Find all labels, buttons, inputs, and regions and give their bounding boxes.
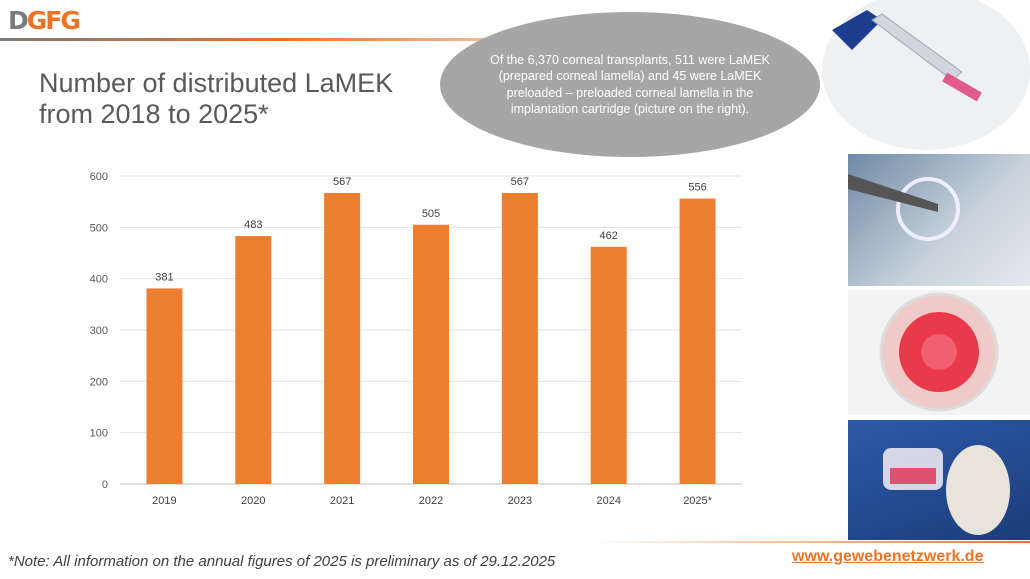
x-tick-label: 2023 (508, 495, 532, 507)
x-tick-label: 2024 (596, 495, 620, 507)
bar (590, 246, 627, 484)
data-label: 567 (333, 176, 351, 188)
photo-cartridge-hand (848, 420, 1030, 540)
photo-cartridge-top (848, 290, 1030, 415)
photo-lamella-forceps (848, 154, 1030, 286)
bar (679, 198, 716, 484)
data-label: 483 (244, 219, 262, 231)
footer-divider (590, 541, 1030, 543)
website-link[interactable]: www.gewebenetzwerk.de (792, 548, 984, 565)
data-label: 462 (600, 230, 618, 242)
callout-ellipse: Of the 6,370 corneal transplants, 511 we… (440, 12, 820, 157)
data-label: 556 (688, 182, 706, 194)
photo-cartridge-forceps (822, 0, 1030, 150)
footer-note: *Note: All information on the annual fig… (8, 553, 556, 570)
y-tick-label: 500 (90, 222, 108, 234)
y-tick-label: 100 (90, 428, 108, 440)
header-divider (0, 38, 520, 41)
y-tick-label: 600 (90, 171, 108, 183)
y-tick-label: 400 (90, 274, 108, 286)
bar (146, 288, 183, 484)
y-tick-label: 0 (102, 479, 108, 491)
callout-text: Of the 6,370 corneal transplants, 511 we… (490, 52, 770, 117)
bar (413, 224, 449, 484)
data-label: 505 (422, 208, 440, 220)
x-tick-label: 2021 (330, 495, 354, 507)
data-label: 567 (511, 176, 529, 188)
x-tick-label: 2020 (241, 495, 265, 507)
y-tick-label: 300 (90, 325, 108, 337)
slide-title: Number of distributed LaMEK from 2018 to… (39, 68, 394, 129)
dgfg-logo: DGFG (8, 6, 81, 35)
bar (501, 192, 538, 484)
x-tick-label: 2022 (419, 495, 443, 507)
bar (324, 192, 361, 484)
x-tick-label: 2019 (152, 495, 176, 507)
data-label: 381 (155, 271, 173, 283)
bar-chart: 0 100 200 300 400 500 600 381 2019 483 2020 567 2021… (90, 171, 742, 507)
x-tick-label: 2025* (683, 495, 712, 507)
bar (235, 236, 272, 484)
y-tick-label: 200 (90, 376, 108, 388)
